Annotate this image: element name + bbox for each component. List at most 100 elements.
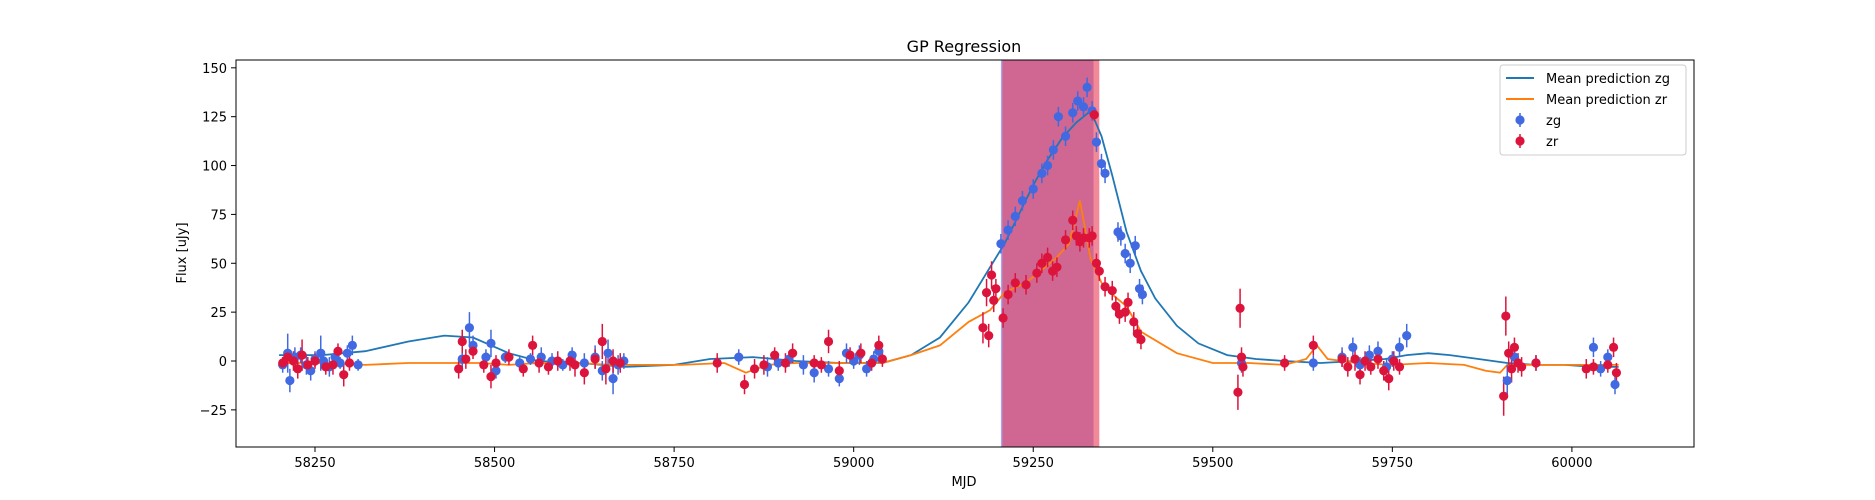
data-point-zr: [344, 358, 355, 368]
shaded-region-zr: [1002, 60, 1100, 447]
legend-label-zg-points: zg: [1546, 114, 1561, 129]
data-point-zr: [874, 340, 884, 350]
data-point-zr: [590, 354, 600, 364]
data-point-zr: [1308, 340, 1318, 350]
data-point-zr: [310, 356, 320, 366]
data-point-zr: [867, 358, 877, 368]
y-tick-label: 25: [210, 306, 227, 321]
data-point-zr: [1501, 311, 1511, 321]
data-point-zr: [288, 356, 299, 366]
data-point-zr: [1129, 317, 1139, 327]
data-point-zr: [597, 336, 607, 347]
data-point-zg: [1100, 168, 1110, 178]
data-point-zr: [845, 350, 855, 360]
data-point-zr: [1504, 348, 1514, 358]
data-point-zg: [1017, 196, 1028, 206]
data-point-zr: [608, 356, 618, 366]
data-point-zg: [1402, 330, 1412, 341]
data-point-zg: [1603, 352, 1613, 362]
data-point-zg: [798, 360, 808, 370]
data-point-zr: [297, 350, 307, 360]
data-point-zr: [1238, 362, 1248, 372]
data-point-zr: [528, 340, 538, 350]
legend-point-zr: [1515, 136, 1525, 146]
legend-label-zg-line: Mean prediction zg: [1546, 72, 1670, 87]
data-point-zr: [1280, 358, 1290, 368]
plot-frame: [235, 59, 1695, 448]
data-point-zg: [1037, 168, 1047, 178]
data-point-zr: [303, 360, 313, 370]
data-point-zg: [525, 354, 536, 364]
data-point-zr: [518, 364, 528, 374]
data-point-zg: [1348, 342, 1358, 352]
data-point-zr: [1032, 268, 1042, 278]
y-tick-label: 100: [202, 160, 227, 175]
data-point-zr: [491, 358, 501, 368]
data-point-zg: [1082, 82, 1092, 92]
data-point-zr: [998, 313, 1008, 323]
data-point-zr: [1087, 231, 1097, 241]
data-point-zr: [534, 358, 544, 368]
data-point-zr: [1603, 360, 1613, 370]
data-point-zg: [1308, 358, 1318, 368]
data-point-zr: [1337, 354, 1347, 364]
data-point-zr: [601, 364, 611, 374]
data-point-zg: [834, 373, 844, 384]
data-point-zg: [608, 373, 618, 384]
legend-point-zg: [1515, 115, 1525, 125]
data-point-zr: [1111, 301, 1121, 311]
data-point-zg: [1091, 137, 1102, 147]
data-point-zr: [1350, 354, 1360, 364]
data-point-zr: [823, 336, 834, 347]
data-point-zr: [780, 358, 791, 368]
data-point-zg: [734, 352, 744, 362]
mean-prediction-line-0: [279, 109, 1619, 368]
data-point-zg: [1003, 225, 1013, 235]
data-point-zr: [1100, 282, 1110, 292]
data-point-zr: [989, 295, 999, 306]
data-point-zr: [1373, 354, 1383, 364]
data-point-zr: [293, 364, 303, 374]
data-point-zr: [553, 356, 563, 366]
data-point-zr: [1389, 356, 1399, 366]
data-point-zr: [1384, 373, 1394, 384]
data-point-zg: [773, 358, 783, 368]
data-point-zr: [454, 364, 464, 374]
data-point-zr: [461, 354, 471, 364]
data-point-zr: [1123, 297, 1133, 307]
y-axis-label: Flux [uJy]: [175, 222, 190, 283]
data-point-zr: [1379, 366, 1389, 376]
data-point-zr: [328, 360, 338, 370]
data-point-zg: [1096, 158, 1107, 169]
data-point-zr: [570, 360, 580, 370]
data-point-zr: [1517, 362, 1527, 372]
data-point-zr: [749, 364, 760, 374]
data-point-zr: [1608, 342, 1619, 352]
data-point-zg: [1130, 241, 1140, 251]
data-point-zr: [834, 366, 844, 376]
data-point-zr: [1394, 362, 1405, 372]
data-point-zr: [1068, 215, 1078, 225]
data-point-zg: [316, 348, 326, 358]
data-point-zr: [1037, 258, 1047, 268]
x-tick-label: 60000: [1551, 456, 1592, 471]
legend: Mean prediction zg Mean prediction zr zg…: [1499, 64, 1687, 156]
data-point-zr: [1588, 362, 1599, 372]
chart-title: GP Regression: [907, 37, 1022, 56]
data-point-zr: [1060, 235, 1071, 245]
data-point-zg: [342, 348, 352, 358]
data-point-zg: [1073, 96, 1083, 106]
y-tick-label: 0: [219, 355, 227, 370]
data-point-zr: [1094, 266, 1104, 276]
data-point-zr: [579, 368, 589, 378]
x-tick-label: 59750: [1372, 456, 1413, 471]
y-tick-label: 75: [210, 208, 227, 223]
data-point-zg: [1394, 342, 1405, 352]
data-point-zg: [1053, 112, 1063, 122]
data-point-zg: [1137, 289, 1148, 300]
data-point-zr: [1003, 289, 1013, 300]
data-point-zr: [984, 330, 994, 341]
data-point-zr: [1091, 258, 1102, 268]
data-point-zr: [1509, 342, 1520, 352]
data-point-zr: [457, 336, 467, 347]
